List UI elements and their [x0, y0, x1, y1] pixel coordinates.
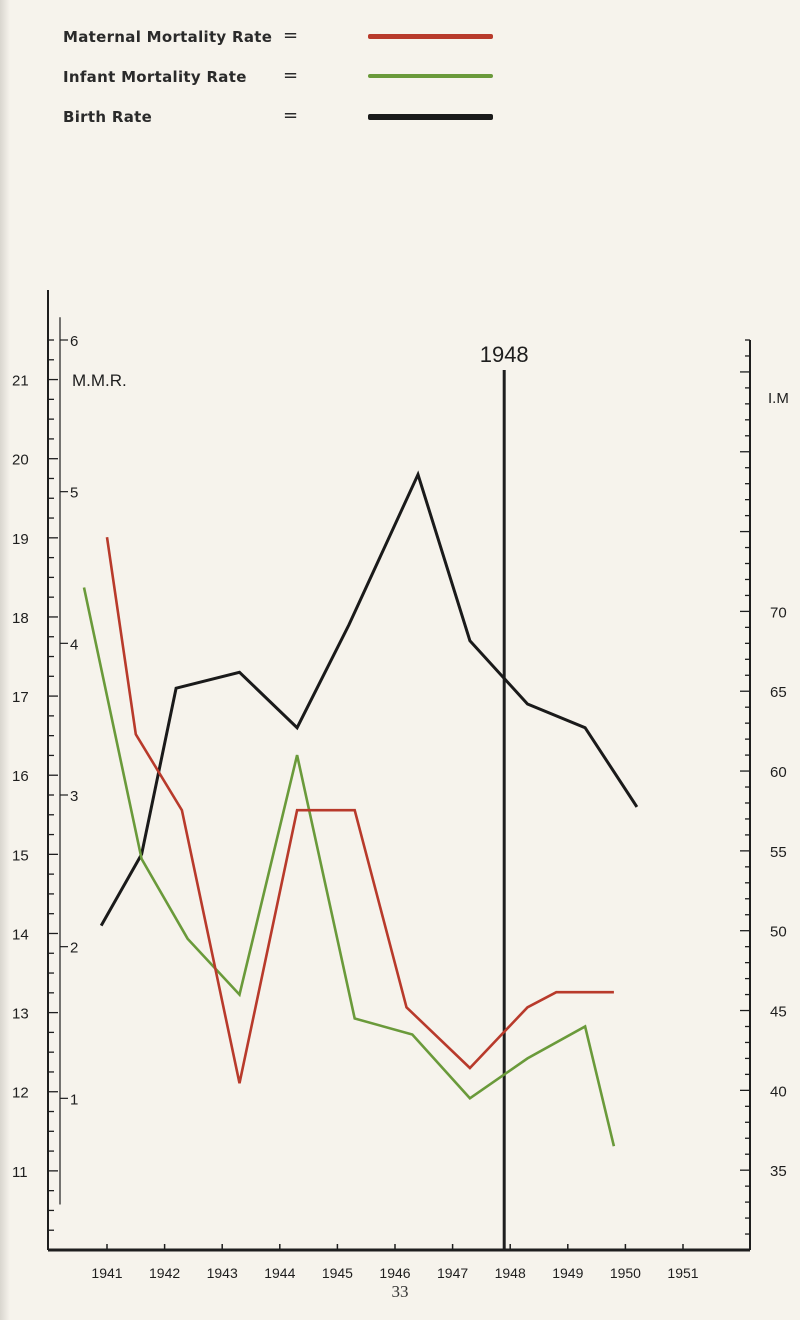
left-axis-tick-label: 17: [12, 689, 29, 706]
legend-swatch-infant: [368, 74, 493, 78]
x-axis-tick-label: 1947: [437, 1265, 468, 1281]
left-axis-tick-label: 14: [12, 926, 29, 943]
right-axis-tick-label: 50: [770, 924, 787, 941]
legend-eq-birth: =: [283, 105, 299, 126]
left-axis-tick-label: 12: [12, 1085, 29, 1102]
x-axis-tick-label: 1949: [552, 1265, 583, 1281]
mmr-axis-tick-label: 2: [70, 940, 78, 957]
left-axis-tick-label: 18: [12, 610, 29, 627]
legend-label-birth: Birth Rate: [63, 108, 153, 126]
right-axis-tick-label: 60: [770, 764, 787, 781]
right-axis-tick-label: 55: [770, 844, 787, 861]
left-axis-tick-label: 20: [12, 452, 29, 469]
x-axis-tick-label: 1950: [610, 1265, 641, 1281]
series-line-maternal: [105, 537, 614, 1084]
right-axis-tick-label: 35: [770, 1163, 787, 1180]
series-line-birth: [99, 470, 639, 927]
page-number: 33: [391, 1282, 409, 1301]
mmr-axis-tick-label: 1: [70, 1091, 78, 1108]
left-axis-tick-label: 13: [12, 1006, 29, 1023]
x-axis-tick-label: 1942: [149, 1265, 180, 1281]
mmr-axis-label: M.M.R.: [72, 371, 127, 390]
left-axis-tick-label: 16: [12, 768, 29, 785]
right-axis-tick-label: 40: [770, 1083, 787, 1100]
right-axis-tick-label: 65: [770, 684, 787, 701]
legend-label-infant: Infant Mortality Rate: [63, 68, 247, 86]
x-axis-tick-label: 1951: [667, 1265, 698, 1281]
right-axis-tick-label: 70: [770, 604, 787, 621]
right-axis-tick-label: 45: [770, 1004, 787, 1021]
mmr-axis-tick-label: 6: [70, 333, 78, 350]
mmr-axis-tick-label: 3: [70, 788, 78, 805]
mmr-axis-tick-label: 5: [70, 485, 78, 502]
page-edge-shadow: [0, 0, 10, 1320]
reference-label-1948: 1948: [480, 342, 529, 367]
left-axis-tick-label: 21: [12, 373, 29, 390]
x-axis-tick-label: 1941: [91, 1265, 122, 1281]
right-axis-label: I.M: [768, 390, 789, 407]
x-axis-tick-label: 1946: [379, 1265, 410, 1281]
legend-swatch-maternal: [368, 34, 493, 39]
left-axis-tick-label: 15: [12, 847, 29, 864]
series-line-infant: [82, 587, 616, 1147]
left-axis-tick-label: 19: [12, 531, 29, 548]
legend-eq-infant: =: [283, 65, 299, 86]
legend-eq-maternal: =: [283, 25, 299, 46]
mmr-axis-tick-label: 4: [70, 636, 78, 653]
x-axis-tick-label: 1943: [207, 1265, 238, 1281]
x-axis-tick-label: 1945: [322, 1265, 353, 1281]
legend-swatch-birth: [368, 114, 493, 120]
left-axis-tick-label: 11: [12, 1164, 28, 1181]
legend-label-maternal: Maternal Mortality Rate: [63, 28, 273, 46]
x-axis-tick-label: 1944: [264, 1265, 295, 1281]
x-axis-tick-label: 1948: [495, 1265, 526, 1281]
